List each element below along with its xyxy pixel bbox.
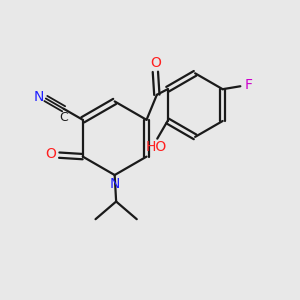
Text: C: C xyxy=(59,110,68,124)
Text: N: N xyxy=(33,90,43,104)
Text: F: F xyxy=(244,78,253,92)
Text: N: N xyxy=(110,177,120,191)
Text: O: O xyxy=(46,147,56,161)
Text: HO: HO xyxy=(145,140,166,154)
Text: O: O xyxy=(150,56,161,70)
